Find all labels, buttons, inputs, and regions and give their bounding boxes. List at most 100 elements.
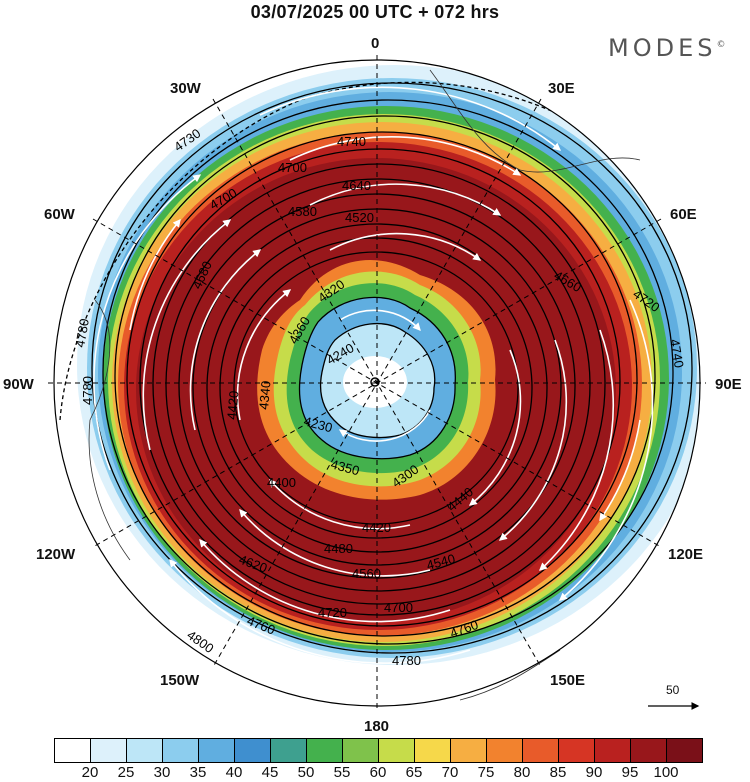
map-graticule (48, 55, 706, 710)
contour-label: 4740 (667, 338, 687, 369)
colorbar-cell (450, 738, 487, 763)
colorbar-cell (558, 738, 595, 763)
colorbar-cell (90, 738, 127, 763)
longitude-label-0: 0 (371, 35, 380, 52)
streamline (338, 409, 431, 442)
longitude-label-90w: 90W (3, 376, 34, 393)
colorbar-tick-label: 80 (513, 764, 531, 781)
contour-label: 4580 (288, 204, 317, 219)
contour-label: 4640 (342, 178, 371, 193)
colorbar-tick-label: 60 (369, 764, 387, 781)
colorbar-tick-label: 75 (477, 764, 495, 781)
colorbar-cell (198, 738, 235, 763)
brand-text: MODES (608, 34, 717, 62)
colorbar-cell (54, 738, 91, 763)
longitude-label-30e: 30E (548, 80, 575, 97)
longitude-label-150w: 150W (160, 672, 200, 689)
colorbar-tick-label: 35 (189, 764, 207, 781)
geopotential-contours (59, 81, 693, 706)
copyright-mark: © (716, 40, 726, 50)
colorbar-tick-label: 20 (81, 764, 99, 781)
streamline (93, 174, 202, 471)
longitude-label-180: 180 (364, 718, 390, 735)
contour-label: 4230 (302, 413, 334, 435)
contour-label: 4700 (384, 600, 413, 615)
colorbar-cell (126, 738, 163, 763)
colorbar-tick-label: 95 (621, 764, 639, 781)
chart-title: 03/07/2025 00 UTC + 072 hrs (250, 2, 500, 22)
streamline (129, 218, 181, 331)
contour-label: 4400 (267, 475, 296, 490)
contour-line (102, 99, 674, 645)
colorbar-cell (162, 738, 199, 763)
streamline (599, 419, 641, 522)
colorbar-cell (378, 738, 415, 763)
contour-line (219, 237, 533, 539)
north-pole-marker (370, 377, 380, 387)
colorbar-cell (522, 738, 559, 763)
streamline (539, 329, 615, 571)
wind-speed-field (54, 60, 700, 706)
contour-label: 4560 (352, 566, 381, 581)
colorbar-tick-label: 45 (261, 764, 279, 781)
colorbar-cell (594, 738, 631, 763)
streamline (289, 136, 522, 176)
longitude-label-60w: 60W (44, 206, 75, 223)
colorbar-cell (414, 738, 451, 763)
contour-line-dashed (59, 81, 641, 421)
streamline (189, 249, 262, 431)
contour-label: 4420 (362, 520, 391, 535)
colorbar (54, 738, 703, 763)
streamline (236, 289, 292, 421)
contour-label: 4700 (278, 160, 307, 175)
contour-line (152, 163, 606, 605)
contour-label: 4340 (256, 380, 273, 410)
colorbar-cell (486, 738, 523, 763)
contour-label: 4780 (392, 653, 421, 668)
contour-line (126, 131, 638, 627)
contour-label: 4420 (224, 390, 241, 420)
contour-line (233, 251, 519, 525)
colorbar-tick-label: 50 (297, 764, 315, 781)
longitude-label-90e: 90E (715, 376, 742, 393)
colorbar-tick-label: 90 (585, 764, 603, 781)
contour-label: 4780 (80, 376, 95, 405)
contour-line (139, 148, 621, 616)
longitude-label-30w: 30W (170, 80, 201, 97)
coastline (88, 299, 131, 561)
streamline (269, 478, 411, 530)
coastline (459, 649, 561, 701)
coastline (429, 69, 641, 173)
streamline (339, 309, 421, 331)
contour-label: 4540 (425, 551, 457, 573)
contour-line (114, 115, 656, 637)
brand-logo: MODES© (608, 34, 725, 62)
longitude-label-150e: 150E (550, 672, 586, 689)
contour-label: 4720 (318, 605, 347, 620)
coastlines (88, 69, 641, 701)
meridian-60e-120w (92, 218, 662, 548)
streamline (309, 183, 502, 216)
wind-streamlines (93, 86, 654, 664)
contour-label: 4480 (324, 541, 353, 556)
colorbar-cell (306, 738, 343, 763)
reference-vector-label: 50 (666, 683, 680, 697)
streamline (142, 219, 232, 451)
contour-label: 4780 (72, 317, 92, 348)
colorbar-tick-label: 65 (405, 764, 423, 781)
colorbar-tick-label: 40 (225, 764, 243, 781)
colorbar-cell (234, 738, 271, 763)
colorbar-cell (270, 738, 307, 763)
streamline (239, 508, 431, 577)
colorbar-tick-label: 85 (549, 764, 567, 781)
streamline (169, 558, 471, 664)
colorbar-cell (666, 738, 703, 763)
polar-wind-map: 4730 4740 4700 4640 4580 4520 4700 4660 … (48, 55, 706, 710)
contour-line (319, 322, 436, 439)
streamline (259, 86, 562, 151)
streamline (329, 232, 482, 261)
map-boundary (53, 59, 701, 707)
contour-line (298, 296, 456, 460)
colorbar-tick-label: 25 (117, 764, 135, 781)
colorbar-cell (630, 738, 667, 763)
